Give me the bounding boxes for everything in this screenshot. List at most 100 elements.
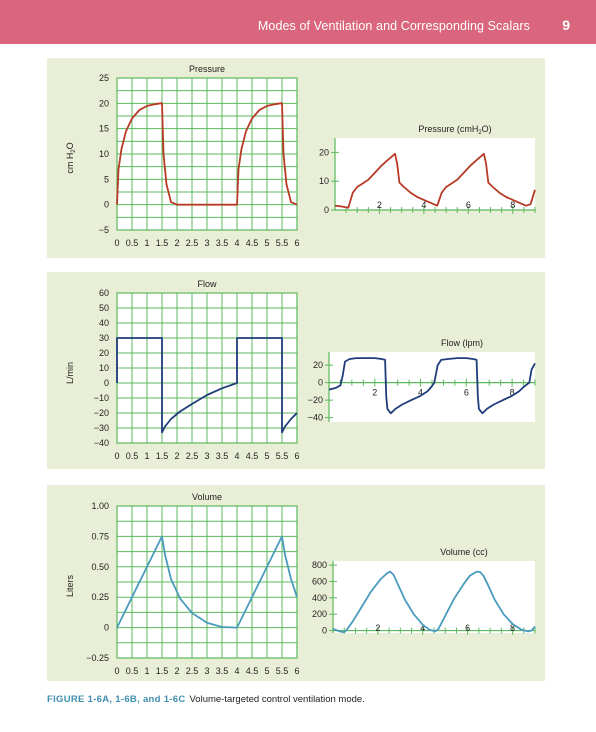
- x-tick-label: 6: [464, 388, 469, 398]
- y-tick-label: 40: [99, 318, 109, 328]
- y-tick-label: 0: [104, 623, 109, 633]
- y-tick-label: 10: [99, 149, 109, 159]
- chart-title: Flow: [197, 279, 217, 289]
- series-line: [116, 337, 298, 434]
- x-tick-label: 0: [114, 238, 119, 248]
- x-tick-label: 8: [510, 200, 515, 210]
- chart-C-right: 2 4 6 8 800 600 400 200 0 Volume (cc): [312, 547, 536, 636]
- x-tick-label: 2.5: [186, 666, 199, 676]
- y-tick-label: 0: [104, 378, 109, 388]
- y-tick-label: 20: [99, 98, 109, 108]
- plot-area: [333, 561, 535, 633]
- x-tick-label: 2: [174, 666, 179, 676]
- y-tick-label: 0.25: [91, 592, 109, 602]
- y-axis-label: L/min: [65, 362, 75, 384]
- y-tick-label: 0.75: [91, 531, 109, 541]
- y-tick-label: 200: [312, 609, 327, 619]
- y-tick-label: 0: [322, 626, 327, 636]
- x-tick-label: 2: [174, 238, 179, 248]
- y-tick-label: −20: [94, 408, 109, 418]
- x-tick-label: 4: [420, 623, 425, 633]
- x-tick-label: 2.5: [186, 238, 199, 248]
- y-tick-label: −10: [94, 393, 109, 403]
- x-tick-label: 4: [234, 238, 239, 248]
- y-tick-label: −40: [308, 413, 323, 423]
- x-tick-label: 4.5: [246, 238, 259, 248]
- y-tick-label: 50: [99, 303, 109, 313]
- x-tick-label: 3.5: [216, 238, 229, 248]
- x-tick-label: 0: [114, 666, 119, 676]
- x-tick-label: 5: [264, 666, 269, 676]
- x-tick-label: 4: [421, 200, 426, 210]
- chart-B-left: 60 50 40 30 20 10 0 −10 −20 −30 −40 0 0.5 1 1.5 2 2.5 3 3.…: [65, 279, 300, 461]
- y-tick-label: 60: [99, 288, 109, 298]
- y-tick-label: −0.25: [86, 653, 109, 663]
- x-tick-label: 4: [234, 451, 239, 461]
- series-line: [334, 152, 536, 209]
- x-tick-label: 5.5: [276, 238, 289, 248]
- chart-title: Pressure: [189, 64, 225, 74]
- y-tick-label: 0.50: [91, 562, 109, 572]
- y-axis-label: cm H2O: [65, 142, 77, 173]
- y-tick-label: 0: [104, 200, 109, 210]
- x-tick-label: 2: [174, 451, 179, 461]
- x-tick-label: 8: [510, 623, 515, 633]
- y-tick-label: 10: [319, 176, 329, 186]
- y-tick-label: −30: [94, 423, 109, 433]
- x-tick-label: 6: [294, 238, 299, 248]
- y-tick-label: 0: [318, 378, 323, 388]
- figure-panel-a: 25 20 15 10 5 0 −5 0 0.5 1 1.5 2 2.5 3 3.5 4 4.5 5 5.5 6 Pre…: [47, 58, 545, 258]
- x-tick-label: 5: [264, 451, 269, 461]
- x-tick-label: 3.5: [216, 666, 229, 676]
- figure-panel-b: 60 50 40 30 20 10 0 −10 −20 −30 −40 0 0.5 1 1.5 2 2.5 3 3.…: [47, 272, 545, 469]
- volume-charts: 1.000.750.500.250−0.250 0.5 1 1.5 2 2.5 3 3.5 4 4…: [65, 492, 536, 676]
- x-tick-label: 8: [510, 388, 515, 398]
- x-tick-label: 5.5: [276, 666, 289, 676]
- y-tick-label: 1.00: [91, 501, 109, 511]
- chart-A-left: 25 20 15 10 5 0 −5 0 0.5 1 1.5 2 2.5 3 3.5 4 4.5 5 5.5 6 Pre…: [65, 64, 300, 248]
- x-tick-label: 5: [264, 238, 269, 248]
- x-tick-label: 1.5: [156, 238, 169, 248]
- x-tick-label: 1.5: [156, 666, 169, 676]
- y-tick-label: 25: [99, 73, 109, 83]
- x-tick-label: 4.5: [246, 451, 259, 461]
- y-tick-label: 5: [104, 174, 109, 184]
- chart-A-right: 2 4 6 8 20 10 0 Pressure (cmH2O): [319, 124, 536, 215]
- y-tick-label: 15: [99, 124, 109, 134]
- x-tick-label: 0: [114, 451, 119, 461]
- x-tick-label: 1: [144, 666, 149, 676]
- y-tick-label: 20: [313, 360, 323, 370]
- x-tick-label: 6: [294, 666, 299, 676]
- chart-C-left: 1.00 0.75 0.50 0.25 0 −0.25 0 0.5 1 1.5 2 2.5 3 3.5 4 4…: [65, 492, 300, 676]
- x-tick-label: 6: [466, 200, 471, 210]
- y-tick-label: 20: [99, 348, 109, 358]
- x-tick-label: 1: [144, 451, 149, 461]
- figure-caption-label: FIGURE 1-6A, 1-6B, and 1-6C: [47, 694, 186, 705]
- plot-frame: [116, 505, 298, 659]
- figure-caption: FIGURE 1-6A, 1-6B, and 1-6C Volume-target…: [47, 694, 365, 705]
- y-tick-label: 30: [99, 333, 109, 343]
- chart-B-right: 2 4 6 8 20 0 −20 −40 Flow (lpm): [308, 338, 536, 423]
- series-line: [328, 357, 536, 415]
- x-tick-label: 6: [465, 623, 470, 633]
- x-tick-label: 1: [144, 238, 149, 248]
- x-tick-label: 2: [375, 623, 380, 633]
- y-tick-label: 10: [99, 363, 109, 373]
- y-tick-label: 600: [312, 576, 327, 586]
- chart-title: Volume: [192, 492, 222, 502]
- series-line: [116, 535, 298, 629]
- header-band: Modes of Ventilation and Corresponding S…: [0, 0, 596, 44]
- y-tick-label: 20: [319, 147, 329, 157]
- x-tick-label: 3: [204, 451, 209, 461]
- y-tick-label: −20: [308, 395, 323, 405]
- x-tick-label: 0.5: [126, 666, 139, 676]
- chart-title: Pressure (cmH2O): [418, 124, 491, 136]
- x-tick-label: 0.5: [126, 238, 139, 248]
- x-tick-label: 3.5: [216, 451, 229, 461]
- plot-area: [335, 138, 535, 210]
- x-tick-label: 5.5: [276, 451, 289, 461]
- x-tick-label: 2: [372, 388, 377, 398]
- figure-caption-text: Volume-targeted control ventilation mode…: [189, 694, 365, 705]
- page-number: 9: [562, 17, 570, 33]
- y-tick-label: 400: [312, 593, 327, 603]
